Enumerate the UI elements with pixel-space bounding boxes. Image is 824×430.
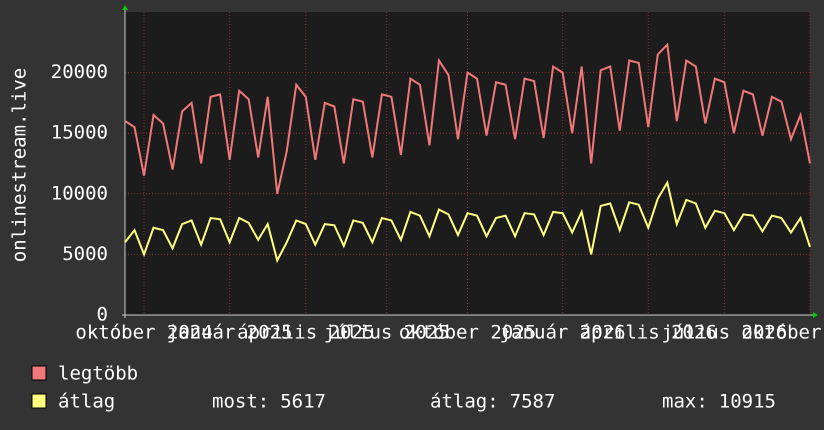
axis-arrow — [122, 5, 128, 10]
x-tick-label: október 2026 — [741, 322, 824, 344]
y-tick-label: 10000 — [51, 182, 108, 204]
y-tick-label: 0 — [97, 304, 108, 326]
stat-value: 10915 — [719, 391, 776, 413]
x-tick-label: január 2026 — [500, 322, 626, 344]
series-line — [124, 42, 811, 195]
series-line — [124, 180, 811, 264]
y-tick-label: 20000 — [51, 61, 108, 83]
stat-label: átlag: — [430, 391, 499, 413]
x-tick-label: január 2025 — [167, 322, 293, 344]
stat-label: max: — [662, 391, 708, 413]
legend-swatch — [31, 393, 47, 409]
y-axis-label: onlinestream.live — [9, 68, 31, 262]
legend-label: legtöbb — [58, 363, 138, 385]
stat-label: most: — [212, 391, 269, 413]
legend-label: átlag — [58, 391, 115, 413]
y-tick-label: 15000 — [51, 122, 108, 144]
y-tick-label: 5000 — [62, 243, 108, 265]
stat-value: 5617 — [280, 391, 326, 413]
x-tick-label: július 2025 — [324, 322, 450, 344]
legend-swatch — [31, 365, 47, 381]
x-tick-label: október 2024 — [75, 322, 212, 344]
x-tick-label: július 2026 — [661, 322, 787, 344]
stat-value: 7587 — [510, 391, 556, 413]
x-tick-label: október 2025 — [399, 322, 536, 344]
x-tick-label: április 2026 — [580, 322, 717, 344]
x-tick-label: április 2025 — [237, 322, 374, 344]
axis-arrow — [813, 312, 818, 318]
